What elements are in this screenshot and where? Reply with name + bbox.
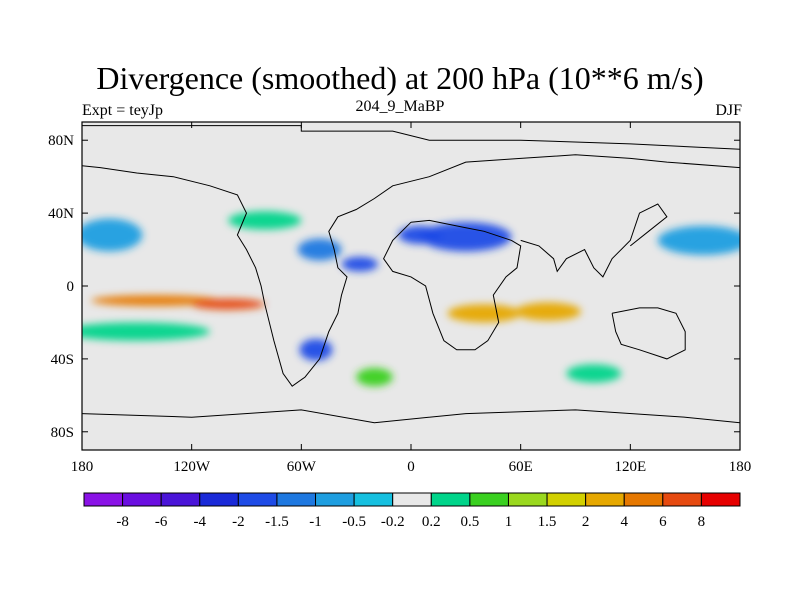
colorbar-swatch-9: [430, 492, 471, 507]
season-label: DJF: [715, 102, 742, 119]
colorbar-label-13: 4: [620, 514, 628, 530]
field-blob-12: [515, 302, 581, 321]
colorbar-label-12: 2: [582, 514, 590, 530]
chart-title: Divergence (smoothed) at 200 hPa (10**6 …: [96, 60, 704, 96]
colorbar-swatch-10: [469, 492, 509, 507]
colorbar-label-5: -1: [309, 514, 322, 530]
field-blob-1: [82, 322, 210, 341]
colorbar-label-14: 6: [659, 514, 667, 530]
x-tick-label-5: 120E: [614, 459, 646, 475]
y-tick-label-2: 0: [67, 279, 75, 295]
experiment-label: Expt = teyJp: [82, 102, 164, 119]
continent-outlines: [82, 125, 740, 424]
colorbar-label-8: 0.2: [422, 514, 441, 530]
colorbar-swatch-8: [392, 492, 432, 507]
x-axis: 180 120W 60W 0 60E 120E 180: [71, 122, 752, 475]
colorbar-swatch-11: [507, 492, 548, 507]
colorbar-swatch-0: [83, 492, 124, 507]
y-axis: 80N 40N 0 40S 80S: [48, 133, 740, 441]
y-tick-label-1: 40N: [48, 206, 74, 222]
field-blob-13: [91, 295, 220, 307]
colorbar-label-6: -0.5: [342, 514, 366, 530]
divergence-field: [82, 211, 740, 387]
colorbar-swatch-13: [585, 492, 625, 507]
field-blob-0: [228, 211, 302, 230]
field-blob-11: [447, 304, 521, 323]
field-blob-10: [299, 338, 333, 361]
field-blob-7: [420, 222, 512, 252]
x-tick-label-3: 0: [407, 459, 415, 475]
colorbar-label-2: -4: [194, 514, 207, 530]
colorbar-label-1: -6: [155, 514, 168, 530]
y-tick-label-3: 40S: [51, 352, 74, 368]
continent-outline-4: [82, 409, 740, 424]
y-tick-label-0: 80N: [48, 133, 74, 149]
plot-background: [82, 122, 740, 450]
colorbar-swatch-5: [276, 492, 317, 507]
colorbar-label-15: 8: [698, 514, 706, 530]
colorbar-label-10: 1: [505, 514, 513, 530]
y-tick-label-4: 80S: [51, 425, 74, 441]
field-blob-6: [297, 238, 342, 261]
run-label: 204_9_MaBP: [355, 98, 445, 115]
colorbar-swatch-15: [662, 492, 702, 507]
continent-outline-1: [383, 219, 522, 351]
colorbar-label-0: -8: [116, 514, 129, 530]
continent-outline-0: [82, 125, 740, 387]
colorbar-label-11: 1.5: [538, 514, 557, 530]
colorbar-label-3: -2: [232, 514, 245, 530]
colorbar: -8 -6 -4 -2 -1.5 -1 -0.5 -0.2 0.2 0.5 1 1.5 2 4 6 8: [83, 492, 741, 530]
field-blob-8: [398, 225, 443, 245]
colorbar-swatch-12: [546, 492, 587, 507]
field-blob-14: [191, 298, 265, 310]
field-blob-2: [566, 364, 622, 383]
colorbar-swatch-16: [700, 492, 741, 507]
colorbar-label-7: -0.2: [381, 514, 405, 530]
x-tick-label-1: 120W: [173, 459, 211, 475]
colorbar-swatch-7: [353, 492, 394, 507]
x-tick-label-2: 60W: [287, 459, 317, 475]
colorbar-label-4: -1.5: [265, 514, 289, 530]
continent-outline-3: [611, 307, 686, 360]
colorbar-swatch-4: [237, 492, 278, 507]
field-blob-5: [356, 368, 393, 387]
colorbar-swatch-14: [623, 492, 664, 507]
colorbar-swatch-6: [315, 492, 355, 507]
field-blob-4: [657, 225, 740, 256]
x-tick-label-4: 60E: [509, 459, 533, 475]
continent-outline-2: [520, 203, 668, 278]
colorbar-swatch-3: [199, 492, 239, 507]
field-blob-3: [82, 218, 143, 252]
x-tick-label-6: 180: [729, 459, 752, 475]
x-tick-label-0: 180: [71, 459, 94, 475]
colorbar-swatch-1: [122, 492, 162, 507]
colorbar-swatch-2: [160, 492, 201, 507]
colorbar-label-9: 0.5: [461, 514, 480, 530]
field-blob-9: [341, 256, 379, 272]
